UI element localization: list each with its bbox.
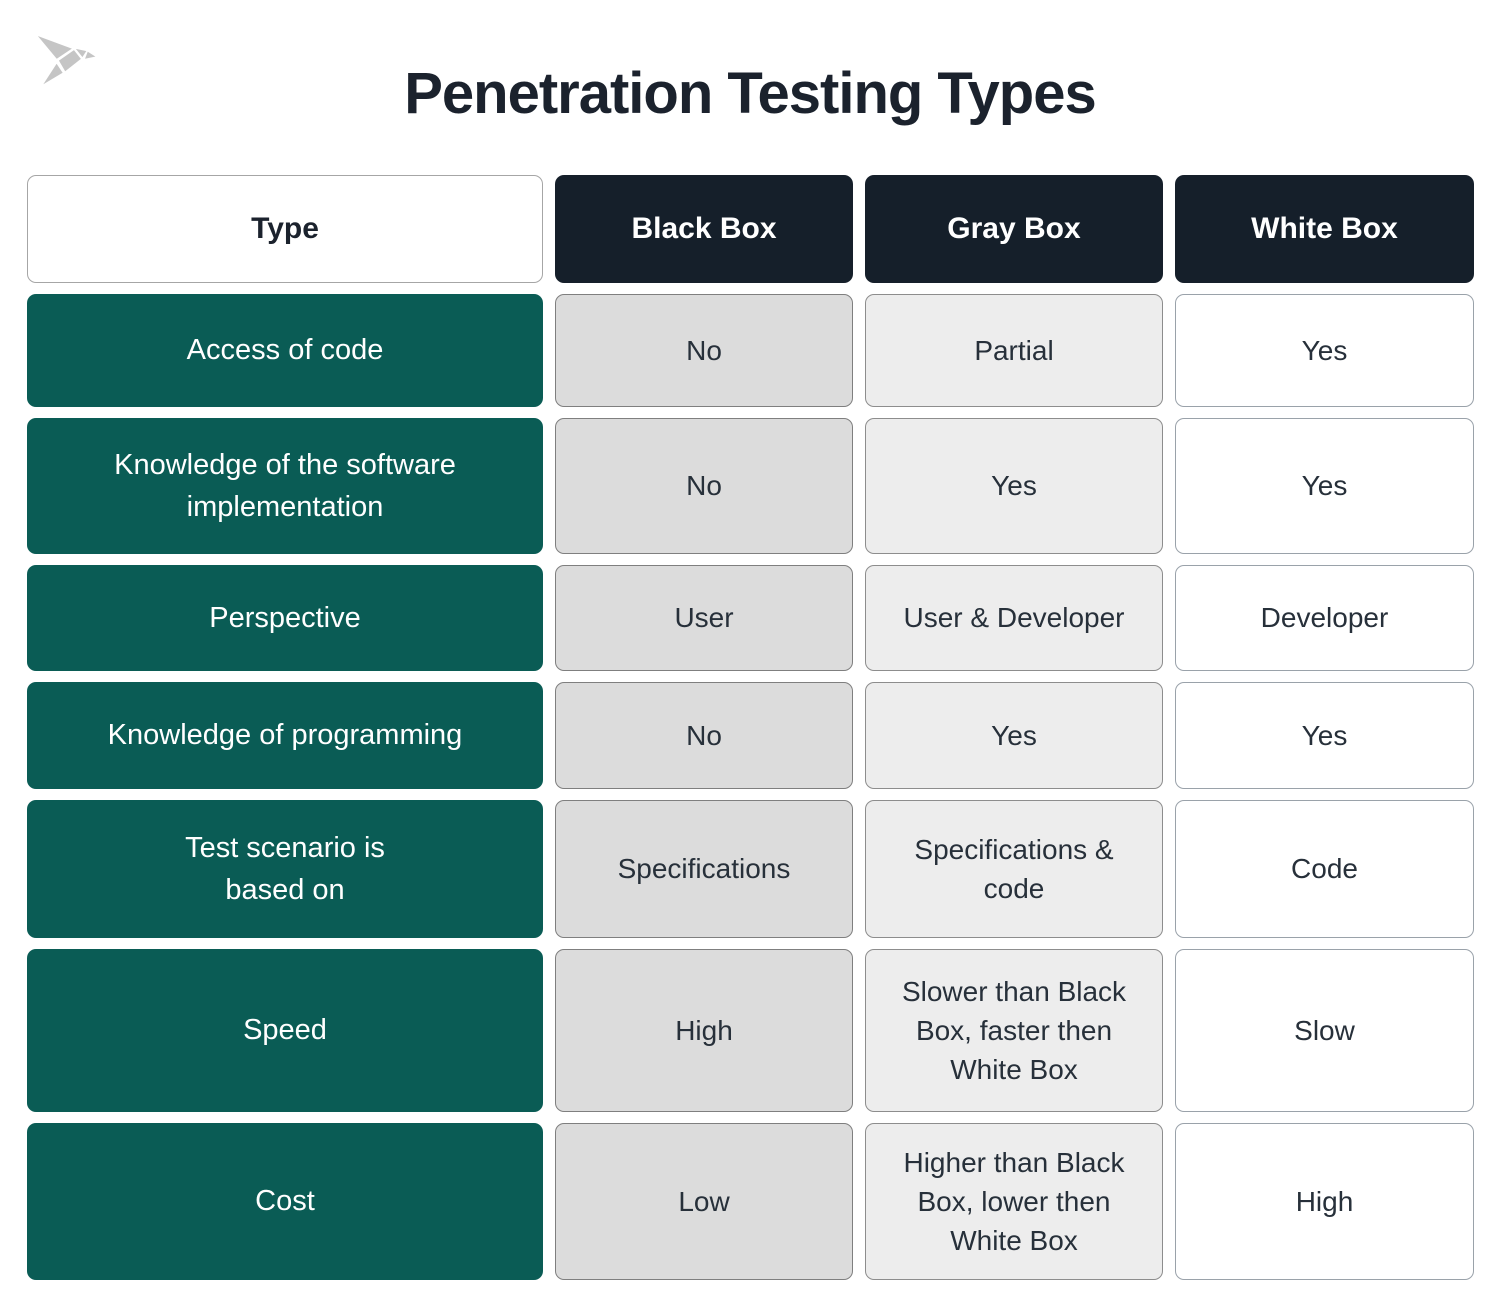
row-label-cell: Cost [27,1123,543,1280]
gray-box-cell: Specifications & code [865,800,1163,938]
black-box-cell: Specifications [555,800,853,938]
header-cell-white-box: White Box [1175,175,1474,283]
page-title: Penetration Testing Types [404,61,1097,126]
black-box-cell: User [555,565,853,671]
row-label-cell: Knowledge of the software implementation [27,418,543,554]
white-box-cell: Slow [1175,949,1474,1112]
row-label-cell: Perspective [27,565,543,671]
black-box-cell: No [555,682,853,789]
row-label-cell: Test scenario is based on [27,800,543,938]
row-label-cell: Knowledge of programming [27,682,543,789]
header-cell-black-box: Black Box [555,175,853,283]
row-label-cell: Access of code [27,294,543,407]
white-box-cell: High [1175,1123,1474,1280]
gray-box-cell: Partial [865,294,1163,407]
header-cell-type: Type [27,175,543,283]
gray-box-cell: Higher than Black Box, lower then White … [865,1123,1163,1280]
black-box-cell: High [555,949,853,1112]
comparison-table: Type Black Box Gray Box White Box Access… [27,175,1474,1280]
header-cell-gray-box: Gray Box [865,175,1163,283]
origami-bird-icon [34,33,98,87]
black-box-cell: Low [555,1123,853,1280]
white-box-cell: Yes [1175,418,1474,554]
gray-box-cell: Yes [865,418,1163,554]
white-box-cell: Developer [1175,565,1474,671]
row-label-cell: Speed [27,949,543,1112]
white-box-cell: Code [1175,800,1474,938]
gray-box-cell: Slower than Black Box, faster then White… [865,949,1163,1112]
gray-box-cell: Yes [865,682,1163,789]
white-box-cell: Yes [1175,682,1474,789]
black-box-cell: No [555,294,853,407]
white-box-cell: Yes [1175,294,1474,407]
gray-box-cell: User & Developer [865,565,1163,671]
black-box-cell: No [555,418,853,554]
